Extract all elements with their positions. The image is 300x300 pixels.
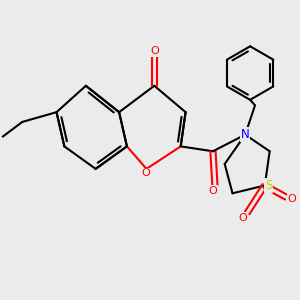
Text: O: O	[141, 168, 150, 178]
Text: S: S	[265, 179, 272, 192]
Text: O: O	[287, 194, 296, 204]
Text: N: N	[241, 128, 250, 141]
Text: O: O	[209, 186, 218, 196]
Text: O: O	[150, 46, 159, 56]
Text: O: O	[238, 213, 247, 223]
